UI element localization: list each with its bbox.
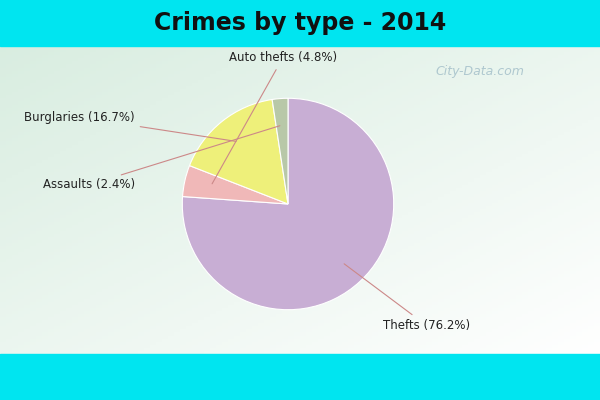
- Wedge shape: [182, 98, 394, 310]
- Wedge shape: [272, 98, 288, 204]
- Text: Thefts (76.2%): Thefts (76.2%): [344, 264, 470, 332]
- Text: Assaults (2.4%): Assaults (2.4%): [43, 126, 280, 192]
- Text: Crimes by type - 2014: Crimes by type - 2014: [154, 11, 446, 35]
- Bar: [0, 354, 600, 400]
- Bar: [0, 0, 600, 46]
- Text: Auto thefts (4.8%): Auto thefts (4.8%): [212, 52, 337, 184]
- Text: City-Data.com: City-Data.com: [436, 66, 524, 78]
- Text: Burglaries (16.7%): Burglaries (16.7%): [24, 111, 236, 141]
- Wedge shape: [190, 100, 288, 204]
- Wedge shape: [182, 166, 288, 204]
